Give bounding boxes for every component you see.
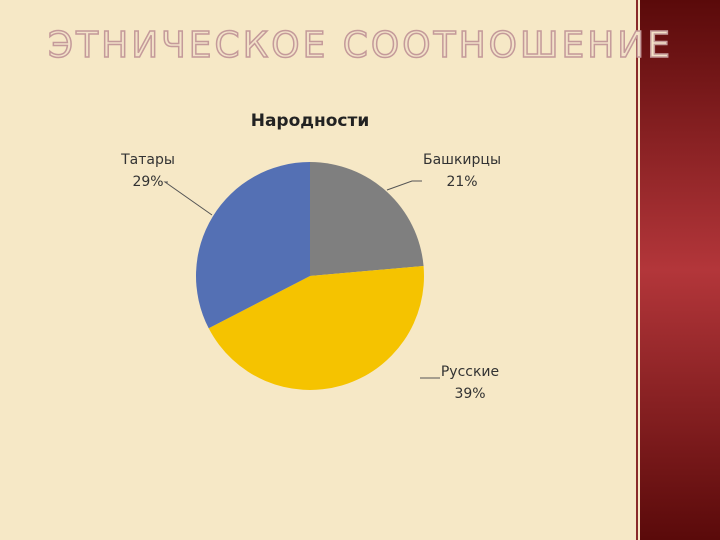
leader-line [163, 181, 213, 216]
divider [636, 0, 638, 540]
slice-label: Русские [441, 364, 499, 380]
slice-value-label: 29% [132, 174, 163, 190]
pie-slice [310, 162, 424, 276]
chart-title: Народности [251, 111, 370, 131]
slice-value-label: 39% [454, 386, 485, 402]
pie-slice [208, 265, 424, 390]
pie-slice [195, 162, 310, 329]
side-panel [640, 0, 720, 540]
slice-label: Татары [120, 152, 175, 168]
slide-title: ЭТНИЧЕСКОЕ СООТНОШЕНИЕ [48, 25, 673, 66]
leader-line [386, 180, 422, 191]
slice-value-label: 21% [446, 174, 477, 190]
slice-label: Башкирцы [423, 152, 501, 168]
